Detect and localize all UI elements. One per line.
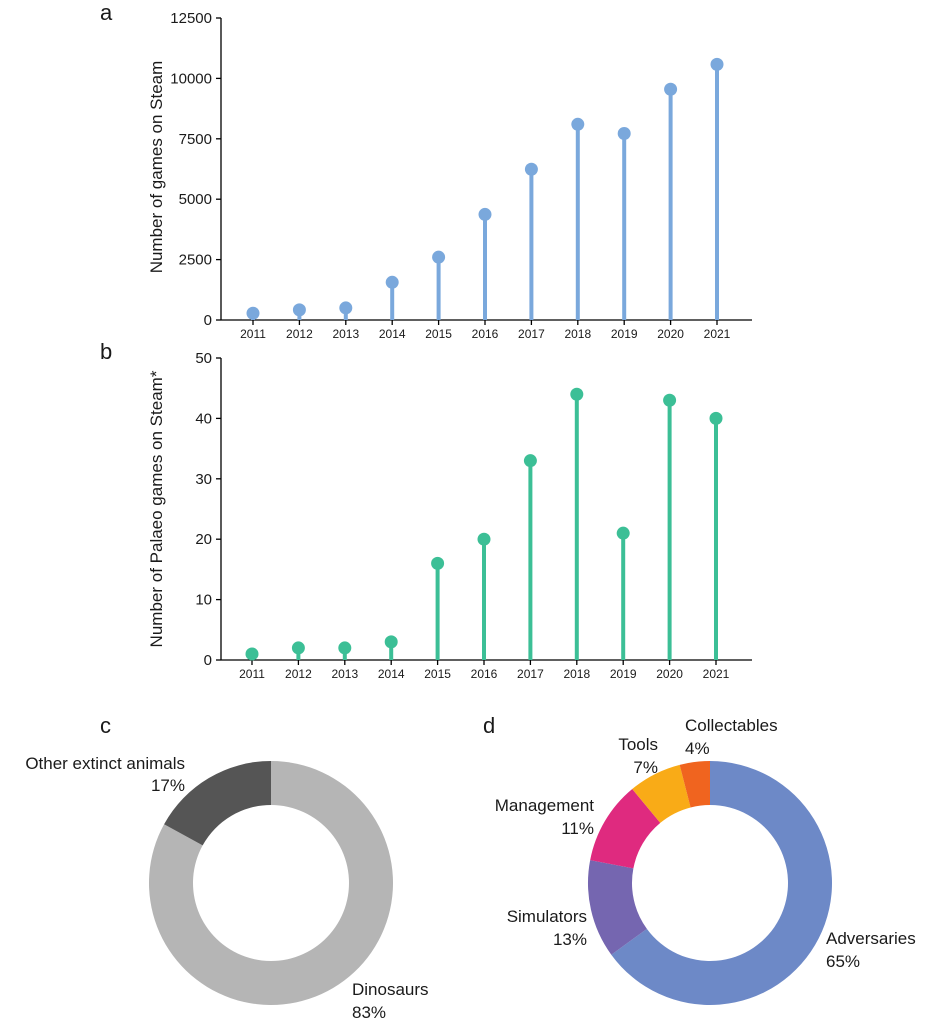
lollipop-point [339,301,352,314]
panel-d: d Collectables 4% Tools 7% Management 11… [483,713,916,1005]
x-tick-label: 2020 [657,327,684,341]
lollipop-point [338,641,351,654]
lollipop-point [711,58,724,71]
slice-other-extinct-animals [164,761,271,845]
x-tick-label: 2017 [517,667,544,681]
x-tick-label: 2012 [286,327,313,341]
label-other-extinct-animals: Other extinct animals [25,754,185,773]
lollipop-point [293,303,306,316]
lollipop-point [618,127,631,140]
panel-b-ylabel: Number of Palaeo games on Steam* [147,370,166,647]
pct-adversaries: 65% [826,952,860,971]
panel-a-letter: a [100,0,113,25]
x-tick-label: 2017 [518,327,545,341]
y-tick-label: 10 [195,592,212,609]
lollipop-point [710,412,723,425]
x-tick-label: 2019 [610,667,637,681]
y-tick-label: 2500 [179,252,212,269]
label-tools: Tools [618,735,658,754]
x-tick-label: 2020 [656,667,683,681]
lollipop-point [479,208,492,221]
y-tick-label: 40 [195,410,212,427]
lollipop-point [385,635,398,648]
x-tick-label: 2016 [472,327,499,341]
y-tick-label: 20 [195,531,212,548]
x-tick-label: 2012 [285,667,312,681]
y-tick-label: 0 [204,652,212,669]
panel-c: c Other extinct animals 17% Dinosaurs 83… [25,713,428,1022]
lollipop-point [247,307,260,320]
panel-d-letter: d [483,713,495,738]
x-tick-label: 2019 [611,327,638,341]
pct-management: 11% [561,819,594,838]
lollipop-point [664,83,677,96]
lollipop-point [246,647,259,660]
panel-b: b Number of Palaeo games on Steam* 0 10 20… [100,339,752,681]
x-tick-label: 2021 [703,667,730,681]
x-tick-label: 2015 [425,327,452,341]
lollipop-point [524,454,537,467]
x-tick-label: 2014 [378,667,405,681]
x-tick-label: 2015 [424,667,451,681]
panel-a: a Number of games on Steam 0 2500 5000 7500… [100,0,752,341]
panel-c-letter: c [100,713,111,738]
lollipop-point [292,641,305,654]
lollipop-point [432,251,445,264]
label-dinosaurs: Dinosaurs [352,980,429,999]
x-tick-label: 2018 [563,667,590,681]
y-tick-label: 50 [195,350,212,367]
x-tick-label: 2013 [331,667,358,681]
panel-d-donut [588,761,832,1005]
panel-b-letter: b [100,339,112,364]
figure: a Number of games on Steam 0 2500 5000 7500… [0,0,933,1024]
y-tick-label: 12500 [170,10,212,27]
panel-c-donut [149,761,393,1005]
y-tick-label: 10000 [170,70,212,87]
y-tick-label: 0 [204,312,212,329]
x-tick-label: 2021 [704,327,731,341]
pct-collectables: 4% [685,739,710,758]
label-adversaries: Adversaries [826,929,916,948]
x-tick-label: 2018 [564,327,591,341]
label-simulators: Simulators [507,907,587,926]
y-tick-label: 30 [195,471,212,488]
label-collectables: Collectables [685,716,778,735]
lollipop-point [663,394,676,407]
x-tick-label: 2016 [471,667,498,681]
panel-a-ylabel: Number of games on Steam [147,61,166,274]
x-tick-label: 2011 [239,667,265,681]
lollipop-point [525,163,538,176]
panel-a-axes: 0 2500 5000 7500 10000 12500 2011 2012 2013 2014 2… [170,10,752,341]
lollipop-point [386,276,399,289]
pct-tools: 7% [633,758,658,777]
label-management: Management [495,796,595,815]
lollipop-point [571,118,584,131]
lollipop-point [617,527,630,540]
lollipop-point [431,557,444,570]
x-tick-label: 2013 [332,327,359,341]
pct-dinosaurs: 83% [352,1003,386,1022]
pct-other-extinct-animals: 17% [151,776,185,795]
lollipop-point [478,533,491,546]
panel-b-marks [246,388,723,661]
x-tick-label: 2011 [240,327,266,341]
panel-a-marks [247,58,724,320]
y-tick-label: 5000 [179,191,212,208]
x-tick-label: 2014 [379,327,406,341]
pct-simulators: 13% [553,930,587,949]
y-tick-label: 7500 [179,131,212,148]
lollipop-point [570,388,583,401]
